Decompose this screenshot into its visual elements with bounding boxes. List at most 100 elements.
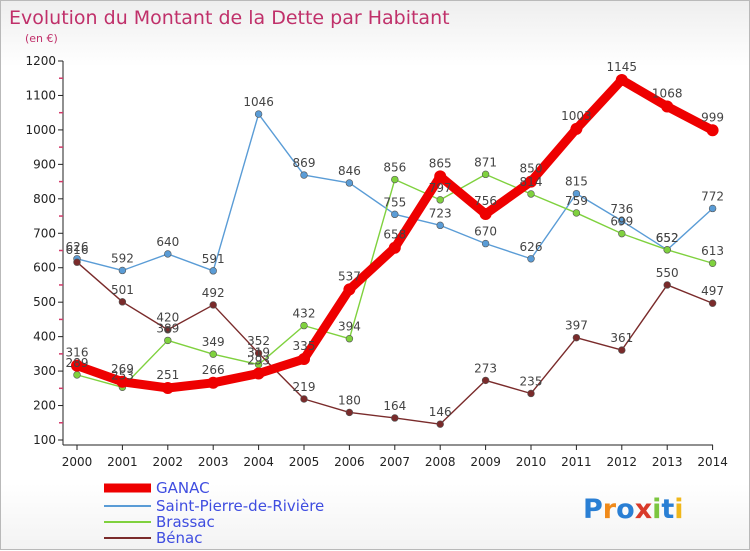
point-b-nac (209, 301, 217, 309)
point-ganac (116, 375, 129, 388)
chart-subtitle: (en €) (25, 32, 58, 45)
point-saint-pierre-de-rivi-re (118, 266, 127, 275)
data-label-ganac: 1003 (561, 109, 592, 123)
data-label-b-nac: 273 (474, 361, 497, 375)
data-label-ganac: 537 (338, 269, 361, 283)
point-ganac (661, 100, 674, 113)
data-label-b-nac: 550 (656, 266, 679, 280)
point-b-nac (572, 333, 581, 342)
data-label-saint-pierre-de-rivi-re: 652 (656, 231, 679, 245)
data-label-ganac: 293 (247, 354, 270, 368)
data-label-saint-pierre-de-rivi-re: 670 (474, 225, 497, 239)
point-b-nac (436, 420, 444, 428)
point-saint-pierre-de-rivi-re (164, 250, 172, 258)
y-tick-label: 100 (33, 433, 56, 447)
point-b-nac (618, 346, 626, 354)
series-layer (71, 73, 719, 428)
data-label-ganac: 1145 (607, 60, 638, 74)
data-label-b-nac: 501 (111, 283, 134, 297)
point-saint-pierre-de-rivi-re (527, 255, 535, 263)
point-brassac (209, 350, 217, 358)
point-ganac (570, 122, 583, 135)
x-tick-label: 2012 (607, 455, 638, 469)
point-brassac (300, 321, 308, 330)
point-brassac (436, 196, 444, 204)
data-label-b-nac: 352 (247, 334, 270, 348)
data-label-brassac: 856 (383, 161, 406, 175)
data-label-saint-pierre-de-rivi-re: 772 (701, 189, 724, 203)
data-label-b-nac: 146 (429, 405, 452, 419)
point-ganac (706, 124, 719, 137)
data-label-ganac: 999 (701, 110, 724, 124)
point-brassac (618, 229, 626, 238)
y-tick-label: 1200 (25, 54, 56, 68)
point-brassac (391, 175, 399, 184)
point-b-nac (254, 349, 263, 357)
proxiti-logo: Proxiti (583, 494, 684, 525)
x-tick-label: 2003 (198, 455, 229, 469)
y-tick-label: 800 (33, 192, 56, 206)
y-tick-label: 400 (33, 330, 56, 344)
point-ganac (388, 241, 401, 254)
data-label-ganac: 316 (66, 346, 89, 360)
data-label-saint-pierre-de-rivi-re: 755 (383, 195, 406, 209)
data-label-b-nac: 235 (520, 374, 543, 388)
y-tick-label: 700 (33, 226, 56, 240)
point-b-nac (391, 414, 399, 422)
point-b-nac (481, 376, 490, 385)
point-b-nac (73, 258, 81, 266)
x-tick-label: 2007 (380, 455, 411, 469)
data-label-brassac: 432 (293, 307, 316, 321)
x-tick-label: 2006 (334, 455, 365, 469)
data-label-saint-pierre-de-rivi-re: 640 (156, 235, 179, 249)
data-label-brassac: 389 (156, 321, 179, 335)
data-label-brassac: 871 (474, 155, 497, 169)
point-b-nac (527, 389, 535, 398)
data-label-ganac: 251 (156, 368, 179, 382)
point-b-nac (164, 326, 172, 334)
point-saint-pierre-de-rivi-re (436, 221, 444, 230)
point-ganac (343, 283, 356, 296)
y-tick-label: 500 (33, 295, 56, 309)
x-tick-label: 2000 (62, 455, 93, 469)
data-label-saint-pierre-de-rivi-re: 591 (202, 252, 225, 266)
point-b-nac (118, 298, 127, 306)
point-b-nac (345, 408, 354, 417)
y-tick-label: 200 (33, 399, 56, 413)
data-label-ganac: 658 (383, 228, 406, 242)
point-saint-pierre-de-rivi-re (708, 204, 717, 213)
point-ganac (252, 367, 265, 380)
data-label-b-nac: 180 (338, 393, 361, 407)
logo-letter: i (652, 494, 661, 525)
legend-label-brassac: Brassac (156, 513, 215, 531)
data-labels: 626 592 640 591 1046 869 846 755 723 670 626 815 736… (66, 60, 725, 419)
point-ganac (161, 381, 174, 394)
axes: 100 200 300 400 500 600 700 800 900 1000 1100 1200 2… (25, 54, 727, 469)
data-label-saint-pierre-de-rivi-re: 869 (293, 156, 316, 170)
data-label-brassac: 652 (656, 231, 679, 245)
point-saint-pierre-de-rivi-re (618, 217, 626, 225)
data-label-saint-pierre-de-rivi-re: 723 (429, 206, 452, 220)
legend-label-saint-pierre-de-rivi-re: Saint-Pierre-de-Rivière (156, 497, 324, 515)
x-tick-label: 2009 (470, 455, 501, 469)
point-b-nac (663, 281, 671, 289)
data-label-brassac: 349 (202, 335, 225, 349)
data-label-b-nac: 420 (156, 311, 179, 325)
logo-letter: P (583, 494, 603, 525)
data-label-saint-pierre-de-rivi-re: 846 (338, 164, 361, 178)
legend-label-ganac: GANAC (156, 479, 210, 497)
point-saint-pierre-de-rivi-re (254, 110, 263, 118)
data-label-ganac: 269 (111, 362, 134, 376)
point-b-nac (300, 395, 308, 403)
data-label-saint-pierre-de-rivi-re: 815 (565, 175, 588, 189)
data-label-b-nac: 616 (66, 243, 89, 257)
data-label-brassac: 814 (520, 175, 543, 189)
y-tick-label: 1000 (25, 123, 56, 137)
point-saint-pierre-de-rivi-re (391, 210, 399, 219)
data-label-brassac: 613 (701, 244, 724, 258)
logo-letter: i (674, 494, 683, 525)
data-label-b-nac: 219 (293, 380, 316, 394)
point-b-nac (708, 299, 717, 307)
